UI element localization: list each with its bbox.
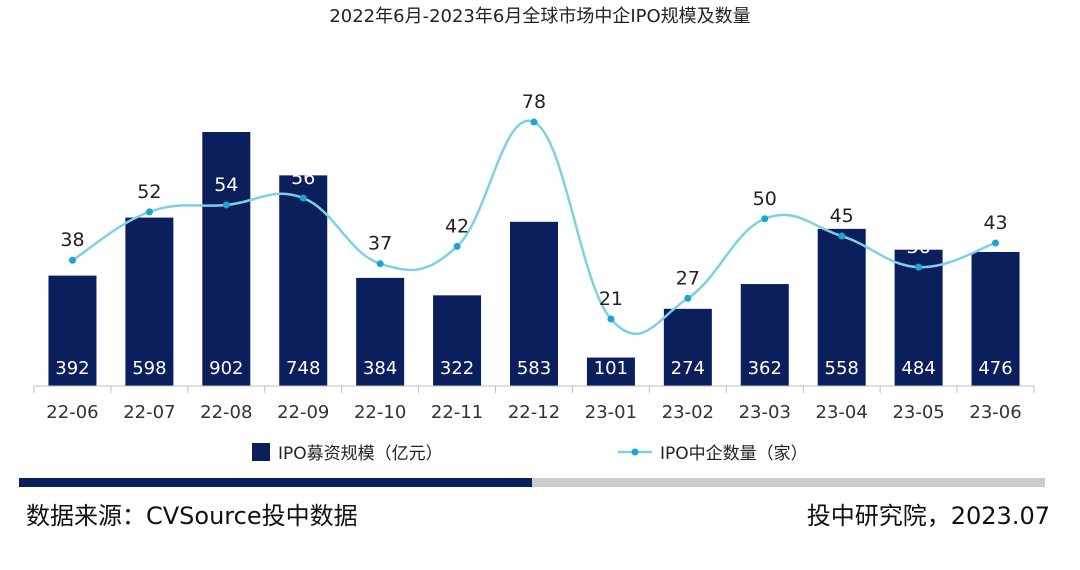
x-tick-label-23-04: 23-04 [816,402,868,423]
point-22-07 [145,208,153,216]
x-tick-label-22-10: 22-10 [354,402,406,423]
point-22-09 [299,194,307,202]
bar-22-12 [510,221,558,386]
x-tick-label-23-06: 23-06 [969,402,1021,423]
bar-label-23-04: 558 [825,358,859,379]
point-23-04 [838,232,846,240]
point-label-22-07: 52 [137,181,161,203]
legend-bar-label: IPO募资规模（亿元） [278,444,443,464]
bar-23-02 [663,308,712,386]
chart-title: 2022年6月-2023年6月全球市场中企IPO规模及数量 [329,6,750,27]
point-label-22-11: 42 [445,215,469,237]
bar-22-11 [433,295,482,386]
bar-label-23-05: 484 [901,358,935,379]
point-22-06 [68,256,76,264]
bar-label-22-12: 583 [517,358,551,379]
legend-line-marker [631,448,639,456]
bar-label-22-09: 748 [286,358,320,379]
x-tick-label-23-01: 23-01 [585,402,637,423]
point-22-11 [453,242,461,250]
point-label-22-06: 38 [60,229,84,251]
point-label-23-04: 45 [830,205,854,227]
bar-22-06 [48,275,97,386]
point-label-23-03: 50 [753,188,777,210]
legend-bar-swatch [252,443,270,461]
x-tick-label-23-05: 23-05 [892,402,944,423]
x-tick-label-23-02: 23-02 [662,402,714,423]
bar-23-03 [740,284,789,386]
count-series-line [71,119,996,335]
bar-22-10 [356,277,405,386]
point-label-23-02: 27 [676,267,700,289]
x-tick-label-23-03: 23-03 [739,402,791,423]
legend-line-label: IPO中企数量（家） [660,444,808,464]
point-label-22-09: 56 [291,167,315,189]
bar-label-22-10: 384 [363,358,397,379]
point-22-08 [222,201,230,209]
point-23-01 [607,315,615,323]
x-tick-label-22-08: 22-08 [200,402,252,423]
bar-22-07 [125,217,174,386]
point-label-22-08: 54 [214,174,238,196]
point-labels-layer: 38 52 54 56 37 42 78 21 27 50 45 36 43 [60,91,1007,310]
point-label-23-01: 21 [599,288,623,310]
bar-23-01 [586,357,635,386]
point-label-23-05: 36 [907,236,931,258]
point-23-02 [684,294,692,302]
bar-label-22-07: 598 [132,358,166,379]
bar-23-04 [817,228,866,386]
progress-fill [19,478,532,487]
x-tick-label-22-07: 22-07 [123,402,175,423]
x-tick-label-22-09: 22-09 [277,402,329,423]
bar-labels-layer: 392 598 902 748 384 322 583 101 274 362 558 484 476 [55,358,1012,379]
bar-label-23-01: 101 [594,358,628,379]
bar-label-22-08: 902 [209,358,243,379]
x-tick-label-22-12: 22-12 [508,402,560,423]
point-label-22-12: 78 [522,91,546,113]
bar-label-23-06: 476 [978,358,1012,379]
bars-layer [48,132,1020,386]
bar-23-05 [894,249,943,386]
bar-label-23-03: 362 [748,358,782,379]
bar-label-23-02: 274 [671,358,705,379]
point-22-12 [530,118,538,126]
point-label-23-06: 43 [983,212,1007,234]
x-tick-labels-layer: 22-06 22-07 22-08 22-09 22-10 22-11 22-12 23-01… [46,402,1021,423]
point-23-05 [915,263,923,271]
points-layer [68,118,1000,323]
point-22-10 [376,260,384,268]
bar-label-22-11: 322 [440,358,474,379]
bar-22-09 [279,175,328,386]
bar-label-22-06: 392 [55,358,89,379]
bar-22-08 [202,132,251,386]
point-label-22-10: 37 [368,233,392,255]
x-tick-label-22-11: 22-11 [431,402,483,423]
x-tick-label-22-06: 22-06 [46,402,98,423]
bar-23-06 [971,251,1020,386]
point-23-06 [992,239,1000,247]
x-ticks-layer [33,386,1035,393]
credit-text: 投中研究院，2023.07 [806,502,1050,530]
source-text: 数据来源：CVSource投中数据 [26,502,358,530]
point-23-03 [761,215,769,223]
legend: IPO募资规模（亿元） IPO中企数量（家） [252,443,808,464]
